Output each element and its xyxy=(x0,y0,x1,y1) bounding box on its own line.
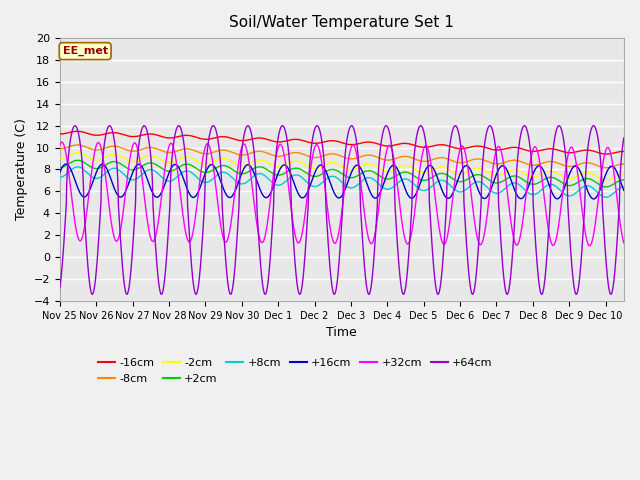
Legend: -16cm, -8cm, -2cm, +2cm, +8cm, +16cm, +32cm, +64cm: -16cm, -8cm, -2cm, +2cm, +8cm, +16cm, +3… xyxy=(93,354,497,388)
X-axis label: Time: Time xyxy=(326,326,357,339)
Y-axis label: Temperature (C): Temperature (C) xyxy=(15,119,28,220)
Title: Soil/Water Temperature Set 1: Soil/Water Temperature Set 1 xyxy=(229,15,454,30)
Text: EE_met: EE_met xyxy=(63,46,108,56)
